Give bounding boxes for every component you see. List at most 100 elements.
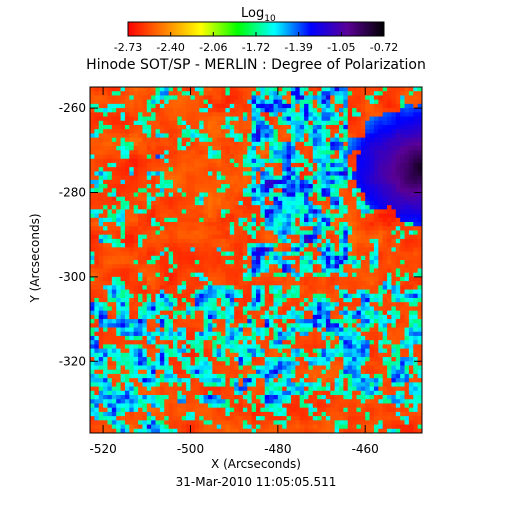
heatmap-cell [103, 129, 109, 135]
heatmap-cell [382, 217, 388, 223]
heatmap-cell [164, 154, 170, 160]
heatmap-cell [339, 238, 344, 244]
heatmap-cell [90, 230, 95, 236]
heatmap-cell [133, 268, 139, 274]
heatmap-cell [299, 323, 305, 329]
heatmap-cell [295, 171, 301, 177]
heatmap-cell [238, 243, 244, 248]
heatmap-cell [286, 230, 292, 236]
heatmap-cell [207, 175, 213, 181]
heatmap-cell [124, 285, 130, 291]
heatmap-cell [129, 331, 135, 337]
heatmap-cell [181, 179, 187, 185]
heatmap-cell [360, 331, 366, 337]
heatmap-cell [151, 112, 157, 118]
heatmap-cell [155, 154, 161, 160]
heatmap-cell [295, 243, 301, 248]
heatmap-cell [264, 222, 270, 227]
heatmap-cell [295, 238, 301, 244]
heatmap-cell [216, 95, 222, 101]
heatmap-cell [391, 255, 397, 261]
heatmap-cell [260, 314, 266, 320]
heatmap-cell [312, 348, 318, 354]
heatmap-cell [186, 200, 192, 206]
heatmap-cell [356, 255, 362, 261]
heatmap-cell [334, 99, 340, 105]
heatmap-cell [138, 260, 144, 265]
heatmap-cell [413, 226, 419, 232]
heatmap-cell [111, 217, 117, 223]
heatmap-cell [242, 281, 248, 286]
heatmap-cell [221, 361, 227, 367]
heatmap-cell [277, 327, 283, 333]
heatmap-cell [365, 234, 371, 240]
heatmap-cell [190, 179, 196, 185]
heatmap-cell [159, 137, 165, 143]
heatmap-cell [229, 124, 235, 130]
heatmap-cell [103, 87, 109, 92]
heatmap-cell [304, 251, 310, 257]
heatmap-cell [98, 348, 104, 354]
heatmap-cell [225, 264, 231, 270]
heatmap-cell [155, 335, 161, 341]
heatmap-cell [382, 297, 388, 303]
heatmap-cell [238, 112, 244, 118]
heatmap-cell [221, 108, 227, 113]
heatmap-cell [190, 209, 196, 215]
heatmap-cell [378, 196, 384, 202]
heatmap-cell [207, 209, 213, 215]
heatmap-cell [242, 150, 248, 156]
heatmap-cell [124, 230, 130, 236]
heatmap-cell [199, 234, 205, 240]
heatmap-cell [234, 234, 240, 240]
heatmap-cell [199, 192, 205, 198]
heatmap-cell [413, 230, 419, 236]
heatmap-cell [273, 357, 279, 362]
heatmap-cell [225, 226, 231, 232]
heatmap-cell [395, 230, 401, 236]
heatmap-cell [286, 310, 292, 316]
heatmap-cell [273, 251, 279, 257]
heatmap-cell [238, 260, 244, 265]
heatmap-cell [207, 116, 213, 122]
heatmap-cell [138, 310, 144, 316]
heatmap-cell [273, 331, 279, 337]
heatmap-cell [216, 205, 222, 210]
heatmap-cell [273, 306, 279, 312]
heatmap-cell [225, 137, 231, 143]
heatmap-cell [308, 340, 314, 345]
heatmap-cell [116, 112, 122, 118]
heatmap-cell [317, 116, 323, 122]
heatmap-cell [103, 209, 109, 215]
heatmap-cell [339, 108, 344, 113]
heatmap-cell [339, 158, 344, 164]
heatmap-cell [264, 340, 270, 345]
heatmap-cell [299, 331, 305, 337]
heatmap-cell [369, 95, 375, 101]
heatmap-cell [194, 243, 200, 248]
heatmap-cell [146, 192, 152, 198]
heatmap-cell [203, 348, 209, 354]
heatmap-cell [312, 87, 318, 92]
heatmap-cell [330, 306, 336, 312]
heatmap-cell [273, 314, 279, 320]
colorbar-tick-label: -2.06 [199, 41, 227, 54]
heatmap-cell [212, 276, 218, 282]
heatmap-cell [98, 357, 104, 362]
heatmap-cell [146, 226, 152, 232]
heatmap-cell [133, 361, 139, 367]
heatmap-cell [282, 247, 288, 253]
heatmap-cell [321, 179, 327, 185]
heatmap-cell [330, 234, 336, 240]
heatmap-cell [352, 133, 358, 139]
heatmap-cell [317, 222, 323, 227]
heatmap-cell [107, 352, 113, 358]
heatmap-cell [356, 158, 362, 164]
heatmap-cell [264, 293, 270, 299]
heatmap-cell [369, 217, 375, 223]
heatmap-cell [90, 357, 95, 362]
heatmap-cell [317, 234, 323, 240]
heatmap-cell [234, 243, 240, 248]
heatmap-cell [181, 276, 187, 282]
heatmap-cell [395, 302, 401, 308]
